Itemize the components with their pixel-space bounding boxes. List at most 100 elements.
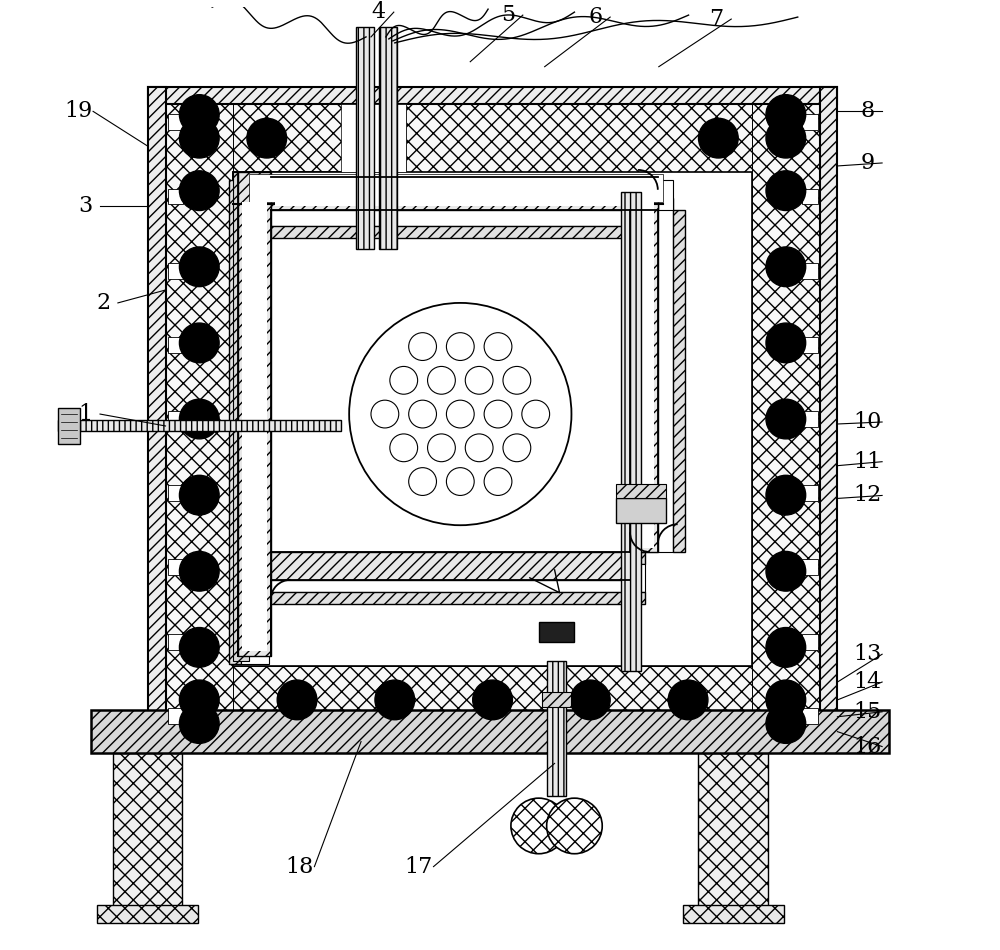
Bar [58,408,80,444]
Circle shape [484,467,512,496]
Circle shape [570,680,610,720]
Bar [802,485,818,502]
Circle shape [409,332,436,360]
Circle shape [446,332,474,360]
Circle shape [766,680,806,720]
Bar [698,753,768,907]
Bar [168,485,183,502]
Circle shape [179,247,219,287]
Circle shape [766,628,806,667]
Bar [91,710,889,753]
Circle shape [522,400,550,428]
Bar [168,560,183,576]
Circle shape [766,704,806,743]
Bar [148,86,166,751]
Circle shape [766,551,806,591]
Text: 11: 11 [853,450,881,473]
Circle shape [766,399,806,439]
Circle shape [766,475,806,515]
Text: 2: 2 [96,292,110,314]
Bar [271,552,630,580]
Bar [379,27,397,249]
Bar [238,172,271,656]
Bar [820,86,837,751]
Text: 6: 6 [588,6,602,28]
Bar [752,104,820,733]
Bar [269,552,645,564]
Bar [802,188,818,204]
Circle shape [179,704,219,743]
Bar [229,180,241,664]
Circle shape [179,475,219,515]
Bar [269,226,673,238]
Bar [168,263,183,278]
Bar [242,201,267,652]
Bar [802,560,818,576]
Bar [406,104,752,172]
Circle shape [409,400,436,428]
Bar [269,564,645,592]
Circle shape [511,798,566,854]
Bar [148,733,837,751]
Circle shape [668,680,708,720]
Text: 5: 5 [501,4,515,26]
Circle shape [698,119,738,158]
Circle shape [446,467,474,496]
Text: 7: 7 [709,8,723,30]
Bar [673,210,685,552]
Circle shape [179,95,219,134]
Circle shape [428,434,455,462]
Circle shape [766,323,806,363]
Text: 10: 10 [853,411,881,433]
Circle shape [766,247,806,287]
Circle shape [179,628,219,667]
Bar [168,114,183,130]
Circle shape [277,680,317,720]
Bar [166,666,820,733]
Circle shape [179,551,219,591]
Bar [802,337,818,352]
Bar [802,708,818,724]
Circle shape [766,171,806,211]
Bar [113,753,182,907]
Bar [168,708,183,724]
Bar [802,263,818,278]
Circle shape [473,680,512,720]
Bar [233,172,249,661]
Circle shape [465,367,493,394]
Bar [341,104,406,172]
Bar [233,172,752,666]
Bar [269,592,645,603]
Circle shape [428,367,455,394]
Bar [802,634,818,650]
Text: 13: 13 [853,643,881,665]
Bar [616,484,666,499]
Text: 12: 12 [853,484,881,506]
Bar [542,692,571,707]
Bar [802,411,818,427]
Circle shape [179,399,219,439]
Bar [802,114,818,130]
Bar [271,177,658,210]
Bar [148,710,837,751]
Text: 9: 9 [860,152,874,174]
Bar [356,27,374,249]
Text: 1: 1 [78,403,92,425]
Bar [249,174,663,201]
Circle shape [390,367,418,394]
Circle shape [484,400,512,428]
Bar [683,905,784,923]
Bar [168,188,183,204]
Text: 4: 4 [372,1,386,23]
Bar [58,420,341,431]
Circle shape [446,400,474,428]
Circle shape [390,434,418,462]
Circle shape [484,332,512,360]
Text: 15: 15 [853,701,881,723]
Bar [275,180,654,205]
Bar [630,177,658,552]
Circle shape [247,119,287,158]
Bar [148,86,837,104]
Bar [166,104,820,172]
Bar [621,192,641,671]
